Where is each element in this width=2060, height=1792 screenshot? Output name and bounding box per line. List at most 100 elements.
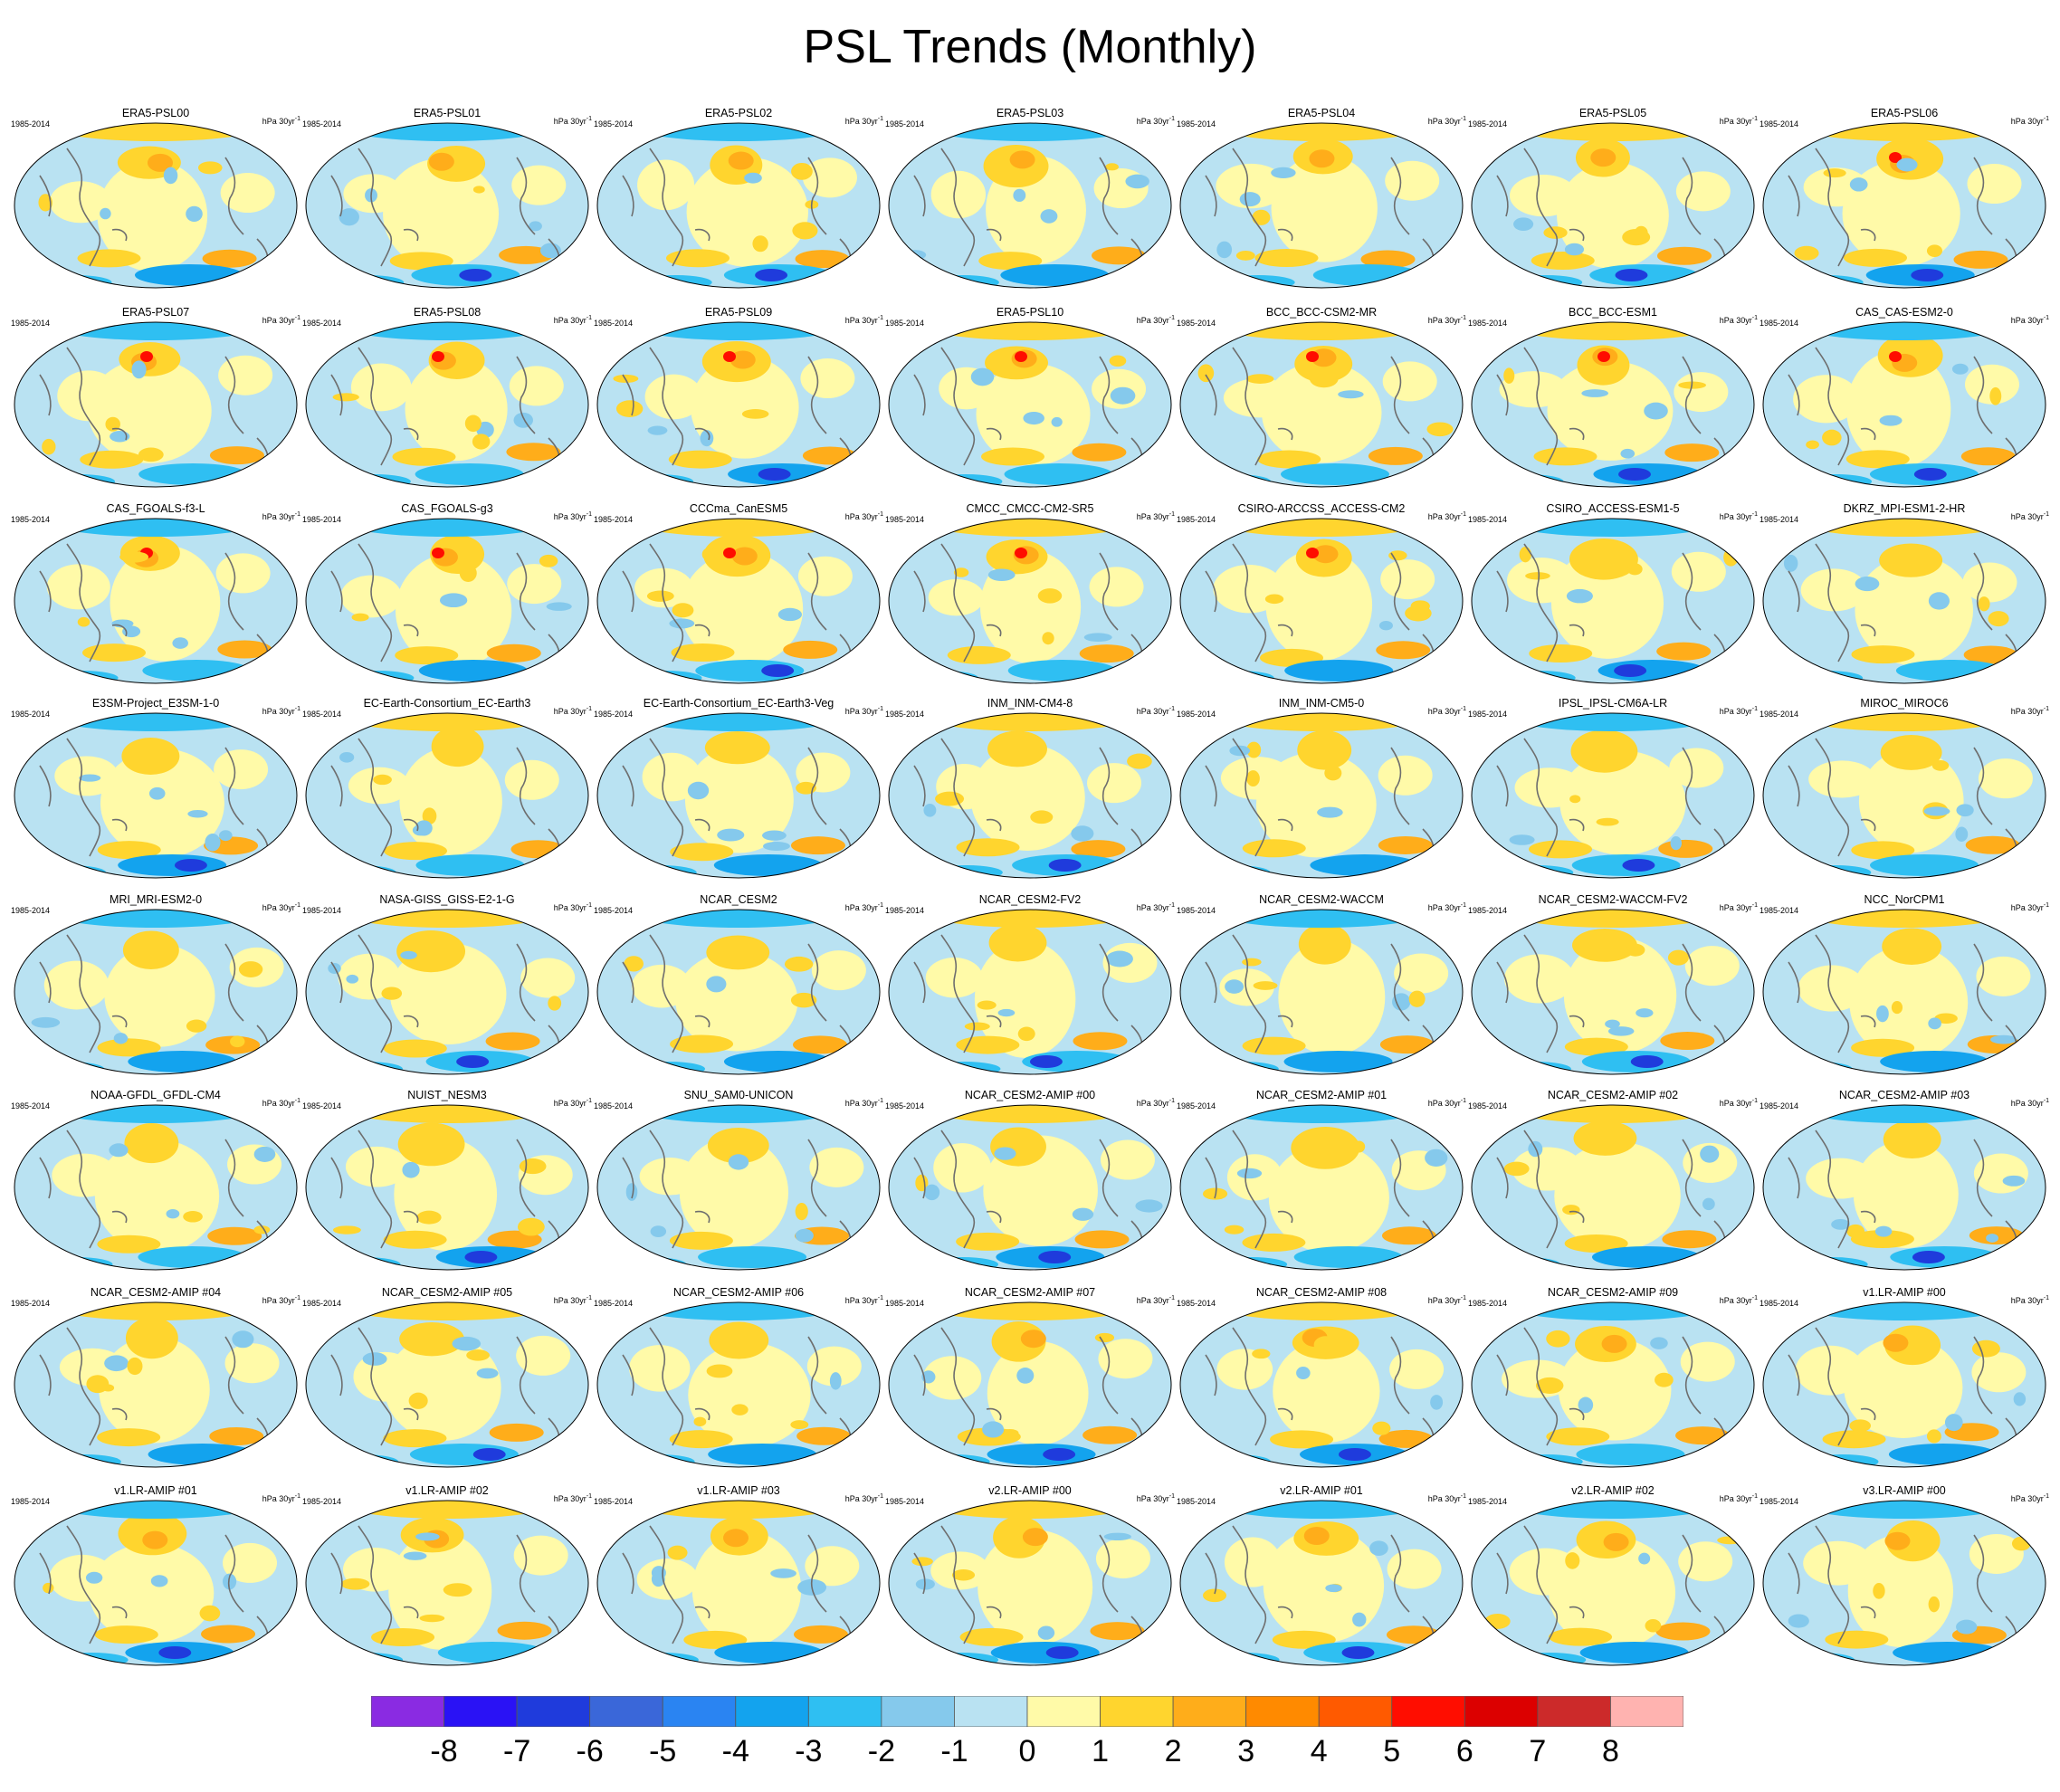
field-arctic xyxy=(56,322,255,340)
map-border xyxy=(888,1104,1172,1271)
field-negative xyxy=(1782,1653,1855,1665)
map-border xyxy=(596,1500,881,1666)
field-positive xyxy=(97,841,161,860)
field-feature xyxy=(687,781,710,800)
field-feature xyxy=(1125,174,1149,189)
field-negative xyxy=(1338,1448,1371,1461)
field-arctic xyxy=(1222,519,1421,537)
field-negative xyxy=(330,1653,404,1665)
field-positive xyxy=(669,1430,733,1449)
field-feature xyxy=(1378,620,1393,631)
coastline xyxy=(1788,1552,1800,1595)
coastline xyxy=(649,347,684,466)
field-negative xyxy=(713,854,823,876)
field-positive xyxy=(1806,1158,1874,1199)
panel-period: 1985-2014 xyxy=(1177,710,1216,719)
colorbar-tick-label: -3 xyxy=(795,1734,823,1768)
map-panel: NCAR_CESM2-AMIP #01 1985-2014 hPa 30yr-1 xyxy=(1177,1089,1466,1279)
field-positive xyxy=(1880,735,1942,770)
coastline xyxy=(1099,1336,1119,1415)
field-feature xyxy=(340,1578,370,1590)
coastline xyxy=(1099,943,1119,1022)
field-positive xyxy=(636,1558,699,1600)
colorbar-swatch xyxy=(662,1696,737,1727)
coastline xyxy=(1099,552,1119,631)
field-positive xyxy=(1015,548,1027,558)
field-positive xyxy=(1074,1230,1130,1249)
field-arctic xyxy=(1513,713,1712,731)
field-negative xyxy=(1197,865,1271,878)
field-arctic xyxy=(348,910,547,928)
panel-title: IPSL_IPSL-CM6A-LR xyxy=(1558,697,1668,710)
coastline xyxy=(224,1336,244,1415)
map-border xyxy=(14,1301,298,1468)
field-feature xyxy=(1313,1336,1338,1354)
field-feature xyxy=(1239,192,1261,207)
field-feature xyxy=(472,186,485,194)
field-feature xyxy=(717,828,745,842)
coastline xyxy=(807,552,827,631)
field-feature xyxy=(332,393,359,402)
field-feature xyxy=(1309,369,1339,388)
coastline xyxy=(1523,1327,1559,1446)
field-positive xyxy=(499,245,554,264)
panel-title: v3.LR-AMIP #00 xyxy=(1863,1484,1946,1497)
coastline xyxy=(224,157,244,235)
chart-title: PSL Trends (Monthly) xyxy=(803,21,1257,73)
panel-title: INM_INM-CM4-8 xyxy=(987,697,1073,710)
panel-units: hPa 30yr-1 xyxy=(844,1098,883,1108)
field-arctic xyxy=(1222,713,1421,731)
field-positive xyxy=(1965,835,2020,854)
field-feature xyxy=(1392,993,1411,1011)
field-positive xyxy=(396,930,466,973)
field-feature xyxy=(402,1161,420,1178)
coastline xyxy=(986,818,1002,832)
field-arctic xyxy=(930,1105,1130,1123)
coastline xyxy=(1973,1139,1993,1217)
colorbar-tick-label: 3 xyxy=(1237,1734,1255,1768)
map-field xyxy=(305,1301,589,1468)
panel-period: 1985-2014 xyxy=(1760,1497,1799,1506)
field-positive xyxy=(683,1630,748,1649)
panel-title: NCAR_CESM2-AMIP #02 xyxy=(1547,1089,1679,1101)
panel-period: 1985-2014 xyxy=(594,906,634,915)
panel-period: 1985-2014 xyxy=(11,319,51,328)
coastline xyxy=(403,624,419,637)
field-negative xyxy=(158,1646,192,1659)
field-feature xyxy=(784,956,814,972)
field-feature xyxy=(1110,386,1136,405)
field-positive xyxy=(1360,250,1416,269)
coastline xyxy=(807,157,827,235)
panel-title: CCCma_CanESM5 xyxy=(689,502,788,515)
field-positive xyxy=(52,1153,118,1197)
field-arctic xyxy=(348,1105,547,1123)
field-positive xyxy=(1093,168,1149,209)
panel-title: ERA5-PSL06 xyxy=(1870,107,1939,119)
map-field xyxy=(1471,321,1755,488)
map-panel: NCAR_CESM2-AMIP #00 1985-2014 hPa 30yr-1 xyxy=(885,1089,1175,1279)
field-negative xyxy=(624,865,697,878)
coastline xyxy=(622,961,634,1004)
panel-title: CAS_CAS-ESM2-0 xyxy=(1855,306,1953,319)
field-feature xyxy=(1989,386,2002,405)
field-positive xyxy=(1546,1427,1610,1446)
panel-period: 1985-2014 xyxy=(1760,319,1799,328)
field-positive xyxy=(1378,755,1433,796)
map-border xyxy=(596,321,881,488)
map-panel: CSIRO-ARCCSS_ACCESS-CM2 1985-2014 hPa 30yr… xyxy=(1177,502,1466,692)
field-feature xyxy=(1509,834,1535,845)
coastline xyxy=(516,1139,536,1217)
coastline xyxy=(224,1139,244,1217)
field-positive xyxy=(795,250,850,269)
field-positive xyxy=(1603,1532,1629,1551)
panel-units: hPa 30yr-1 xyxy=(553,116,592,126)
field-positive xyxy=(1379,1035,1435,1054)
field-positive xyxy=(686,157,808,267)
map-panel: NCAR_CESM2-AMIP #08 1985-2014 hPa 30yr-1 xyxy=(1177,1286,1466,1476)
coastline xyxy=(940,738,976,857)
field-arctic xyxy=(1513,1501,1712,1519)
coastline xyxy=(39,570,52,613)
field-feature xyxy=(1017,1026,1035,1042)
field-positive xyxy=(1845,350,1951,468)
field-positive xyxy=(1971,1352,2027,1393)
